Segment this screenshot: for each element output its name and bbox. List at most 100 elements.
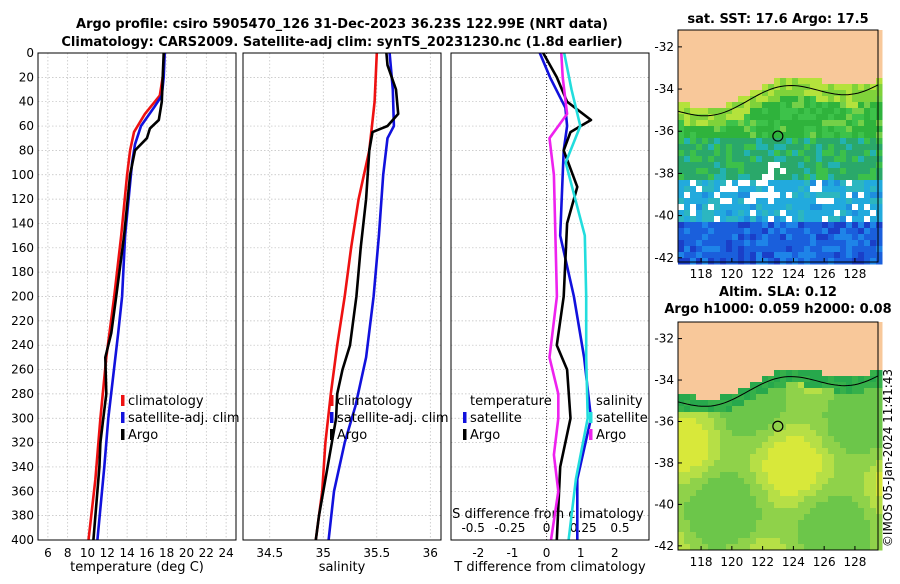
map-cell [816, 466, 823, 473]
map-cell [738, 430, 745, 437]
map-cell [786, 424, 793, 431]
map-cell [774, 126, 781, 133]
map-cell [840, 186, 847, 193]
map-cell [714, 322, 721, 329]
map-cell [804, 30, 811, 37]
map-cell [702, 72, 709, 79]
map-cell [702, 168, 709, 175]
map-cell [840, 400, 847, 407]
map-cell [738, 252, 745, 259]
map-cell [678, 132, 685, 139]
map-cell [756, 90, 763, 97]
map-cell [714, 42, 721, 49]
map-cell [816, 36, 823, 43]
map-cell [864, 132, 871, 139]
map-cell [768, 484, 775, 491]
map-cell [870, 246, 877, 253]
x-tick-label: 16 [139, 546, 154, 560]
map-cell [816, 376, 823, 383]
map-cell [720, 418, 727, 425]
map-cell [738, 352, 745, 359]
map-cell [870, 322, 877, 329]
map-cell [762, 84, 769, 91]
map-cell [834, 412, 841, 419]
map-cell [720, 406, 727, 413]
map-cell [864, 538, 871, 545]
map-cell [684, 120, 691, 127]
map-cell [858, 388, 865, 395]
map-cell [822, 436, 829, 443]
map-cell [834, 520, 841, 527]
legend-label: satellite [596, 411, 648, 426]
map-cell [780, 222, 787, 229]
map-cell [696, 370, 703, 377]
map-cell [822, 490, 829, 497]
map-cell [762, 412, 769, 419]
map-cell [720, 240, 727, 247]
map-cell [834, 36, 841, 43]
map-cell [822, 388, 829, 395]
map-cell [834, 72, 841, 79]
map-cell [684, 412, 691, 419]
map-cell [708, 514, 715, 521]
map-cell [816, 222, 823, 229]
map-cell [798, 90, 805, 97]
map-cell [690, 42, 697, 49]
map-cell [720, 466, 727, 473]
map-cell [720, 126, 727, 133]
map-cell [846, 394, 853, 401]
map-cell [744, 382, 751, 389]
map-cell [714, 174, 721, 181]
map-cell [702, 538, 709, 545]
map-cell [846, 138, 853, 145]
map-cell [780, 532, 787, 539]
map-cell [696, 394, 703, 401]
map-cell [786, 84, 793, 91]
map-cell [678, 472, 685, 479]
map-cell [756, 126, 763, 133]
map-cell [726, 400, 733, 407]
map-cell [846, 90, 853, 97]
map-cell [870, 186, 877, 193]
map-cell [714, 514, 721, 521]
map-cell [738, 180, 745, 187]
map-cell [792, 520, 799, 527]
map-cell [870, 328, 877, 335]
map-cell [852, 84, 859, 91]
map-cell [720, 508, 727, 515]
map-cell [708, 418, 715, 425]
map-cell [732, 144, 739, 151]
map-cell [810, 48, 817, 55]
map-cell [738, 48, 745, 55]
map-cell [798, 216, 805, 223]
map-cell [762, 132, 769, 139]
map-cell [864, 490, 871, 497]
map-cell [876, 240, 883, 247]
map-cell [750, 334, 757, 341]
map-cell [696, 472, 703, 479]
map-cell [774, 180, 781, 187]
map-cell [876, 210, 883, 217]
map-cell [774, 216, 781, 223]
map-cell [798, 460, 805, 467]
map-cell [828, 150, 835, 157]
map-cell [708, 340, 715, 347]
map-cell [828, 126, 835, 133]
map-cell [798, 42, 805, 49]
map-cell [768, 114, 775, 121]
map-cell [774, 460, 781, 467]
map-cell [720, 322, 727, 329]
y-tick-label: 120 [11, 192, 34, 206]
map-cell [744, 418, 751, 425]
map-cell [708, 96, 715, 103]
map-cell [822, 204, 829, 211]
map-cell [708, 448, 715, 455]
map-cell [678, 466, 685, 473]
map-cell [798, 508, 805, 515]
map-cell [810, 490, 817, 497]
map-cell [852, 126, 859, 133]
map-cell [714, 334, 721, 341]
map-cell [792, 36, 799, 43]
map-cell [756, 162, 763, 169]
map-cell [828, 174, 835, 181]
